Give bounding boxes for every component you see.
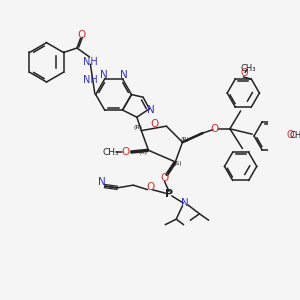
Text: N: N (181, 198, 189, 208)
Text: N: N (100, 70, 108, 80)
Text: O: O (77, 31, 86, 40)
Text: O: O (286, 130, 294, 140)
Text: NH: NH (83, 57, 98, 67)
Text: O: O (160, 173, 169, 183)
Text: (R): (R) (139, 151, 148, 155)
Text: (R): (R) (181, 137, 190, 142)
Text: CH₃: CH₃ (103, 148, 119, 157)
Text: CH₃: CH₃ (241, 64, 256, 74)
Text: NH: NH (82, 75, 97, 85)
Text: O: O (146, 182, 154, 192)
Text: O: O (240, 68, 248, 78)
Text: N: N (98, 178, 106, 188)
Text: (R): (R) (133, 125, 142, 130)
Text: N: N (147, 105, 155, 115)
Text: (S): (S) (174, 161, 182, 166)
Text: N: N (120, 70, 127, 80)
Text: O: O (121, 147, 129, 157)
Text: CH₃: CH₃ (289, 130, 300, 140)
Text: O: O (211, 124, 219, 134)
Text: O: O (151, 119, 159, 129)
Text: P: P (165, 189, 173, 199)
